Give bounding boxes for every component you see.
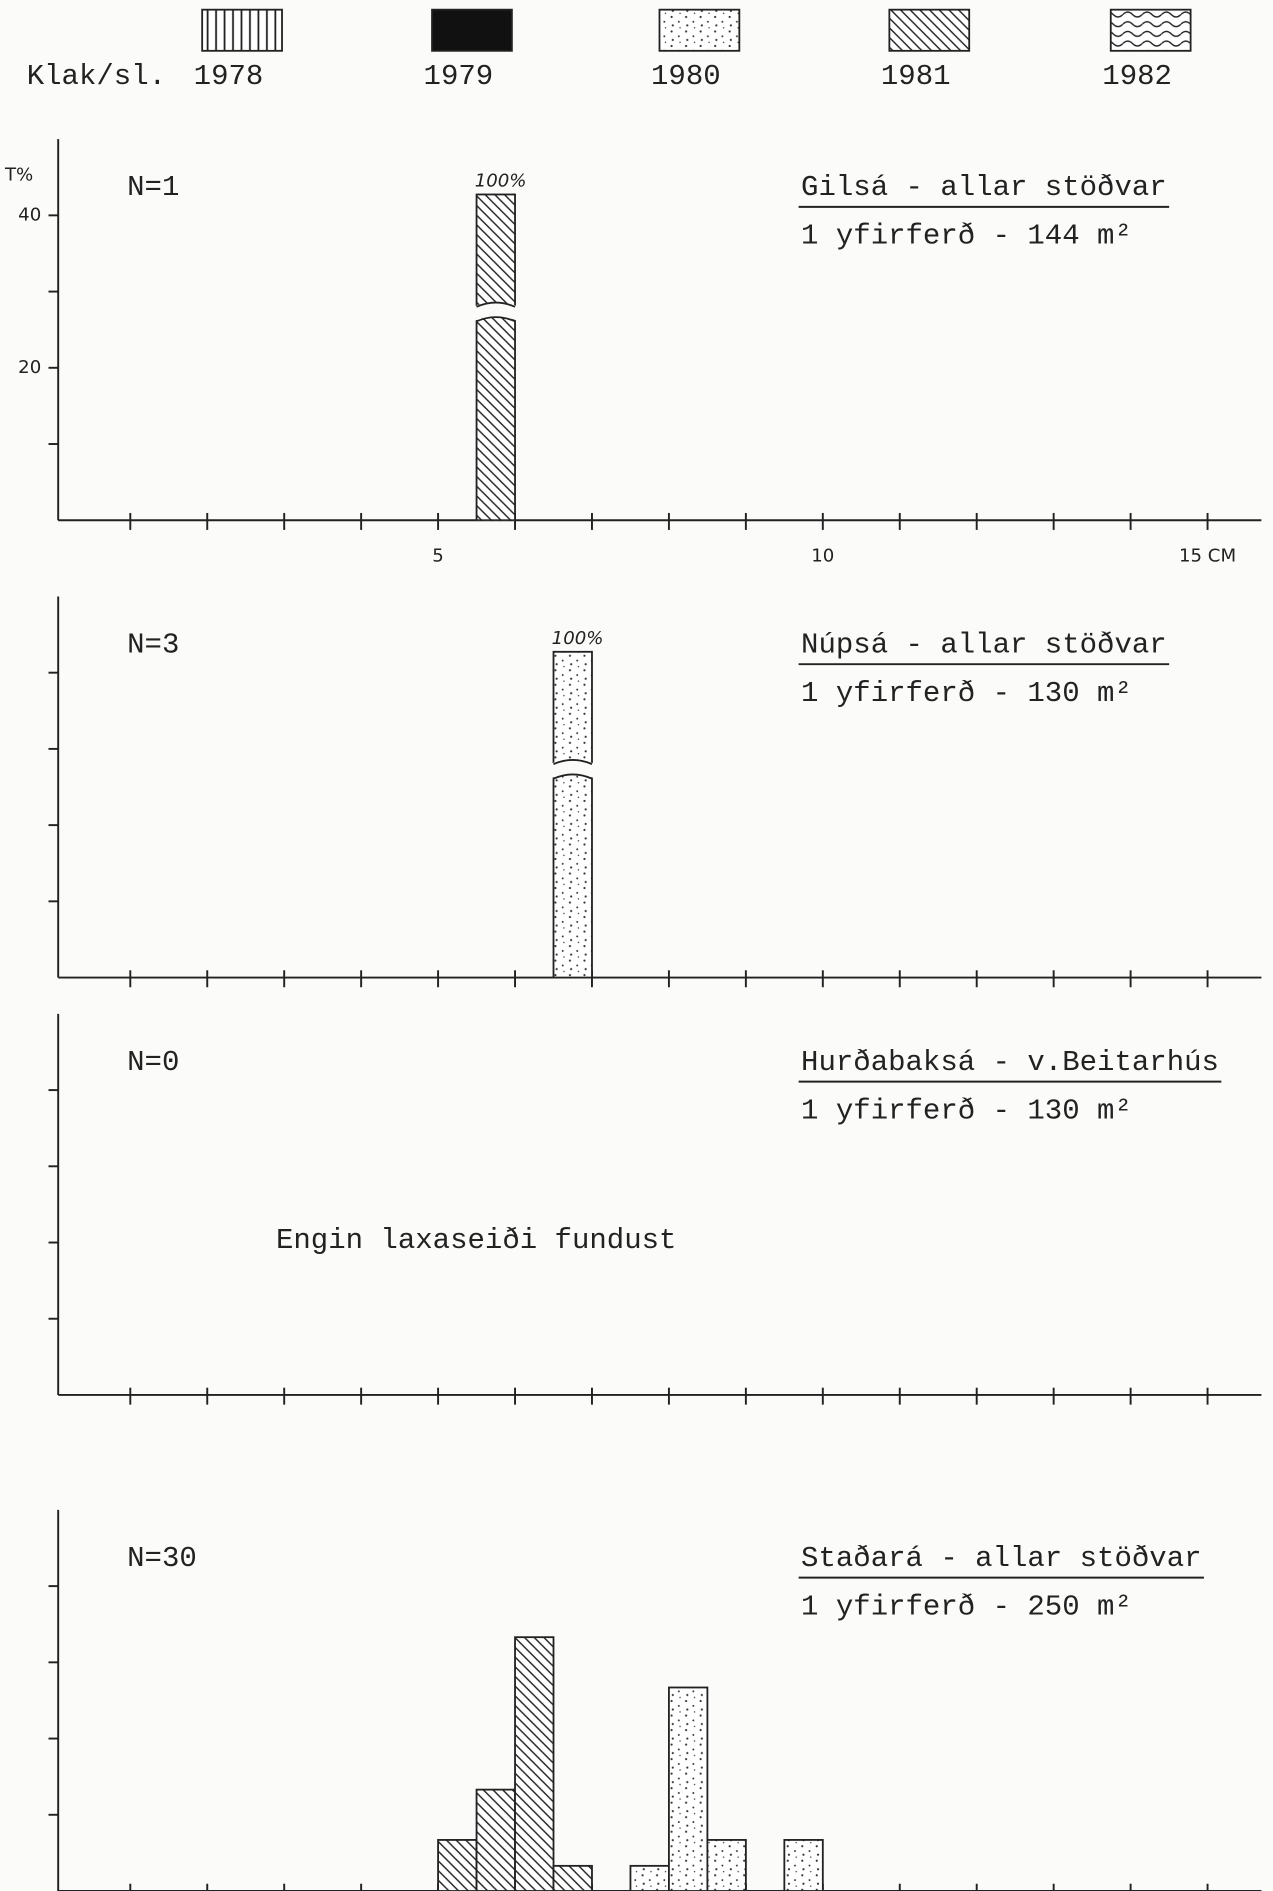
legend-swatch xyxy=(658,8,741,52)
x-tick-label: 15 CM xyxy=(1179,546,1236,567)
chart: N=30 Staðará - allar stöðvar 1 yfirferð - … xyxy=(48,1509,1262,1891)
value-label: 100% xyxy=(475,170,527,191)
chart-title: Núpsá - allar stöðvar xyxy=(801,629,1167,662)
bar xyxy=(668,1686,709,1891)
y-tick-label: 40 xyxy=(18,204,41,225)
bar xyxy=(706,1839,747,1891)
chart-title: Staðará - allar stöðvar xyxy=(801,1542,1201,1575)
legend-year: 1982 xyxy=(1102,60,1172,93)
chart-title: Hurðabaksá - v.Beitarhús xyxy=(801,1046,1219,1079)
bar-break-edge xyxy=(553,759,593,780)
bar xyxy=(552,650,593,978)
annotation: Engin laxaseiði fundust xyxy=(276,1224,676,1257)
bar xyxy=(475,1788,516,1891)
legend-swatch xyxy=(888,8,971,52)
bar xyxy=(437,1839,478,1891)
sample-size: N=30 xyxy=(127,1542,197,1575)
bar-break-edge xyxy=(476,301,516,323)
value-label: 100% xyxy=(552,628,604,649)
sample-size: N=1 xyxy=(127,171,179,204)
x-tick-label: 10 xyxy=(811,546,834,567)
sample-size: N=0 xyxy=(127,1046,179,1079)
x-tick-label: 5 xyxy=(432,546,444,567)
bar-top xyxy=(553,650,592,653)
chart-subtitle: 1 yfirferð - 130 m² xyxy=(801,1094,1132,1127)
legend-swatch xyxy=(201,8,283,52)
bar xyxy=(552,1864,593,1891)
legend-swatch xyxy=(431,8,513,52)
chart-title: Gilsá - allar stöðvar xyxy=(801,171,1167,204)
legend-year: 1979 xyxy=(424,60,494,93)
legend-swatch xyxy=(1109,8,1192,52)
chart: N=3 Núpsá - allar stöðvar 1 yfirferð - 130… xyxy=(48,596,1262,988)
chart: T% 20 40 5 10 15 CM N=1 Gilsá - allar stöðvar 1 … xyxy=(4,139,1262,567)
y-tick-label: 20 xyxy=(18,357,41,378)
legend-year: 1980 xyxy=(651,60,721,93)
legend-label: Klak/sl. xyxy=(27,60,166,93)
legend-year: 1978 xyxy=(194,60,264,93)
bar xyxy=(475,193,516,521)
bar-break xyxy=(472,301,519,322)
chart-subtitle: 1 yfirferð - 130 m² xyxy=(801,677,1132,710)
bar xyxy=(629,1864,670,1891)
legend-year: 1981 xyxy=(881,60,951,93)
chart-subtitle: 1 yfirferð - 250 m² xyxy=(801,1590,1132,1623)
bar-break xyxy=(549,759,596,779)
sample-size: N=3 xyxy=(127,629,179,662)
y-axis-label: T% xyxy=(4,164,33,185)
chart-subtitle: 1 yfirferð - 144 m² xyxy=(801,220,1132,253)
chart: N=0 Hurðabaksá - v.Beitarhús 1 yfirferð - … xyxy=(48,1013,1262,1405)
bar xyxy=(514,1636,555,1891)
bar-top xyxy=(476,193,516,196)
bar xyxy=(783,1839,824,1891)
